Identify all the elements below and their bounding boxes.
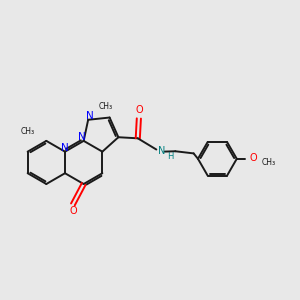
Text: N: N [61,142,69,152]
Text: O: O [250,153,257,164]
Text: CH₃: CH₃ [98,102,112,111]
Text: CH₃: CH₃ [261,158,275,166]
Text: CH₃: CH₃ [21,127,35,136]
Text: N: N [86,111,94,121]
Text: N: N [158,146,166,156]
Text: H: H [167,152,174,161]
Text: O: O [69,206,77,217]
Text: N: N [78,132,86,142]
Text: O: O [135,105,143,115]
